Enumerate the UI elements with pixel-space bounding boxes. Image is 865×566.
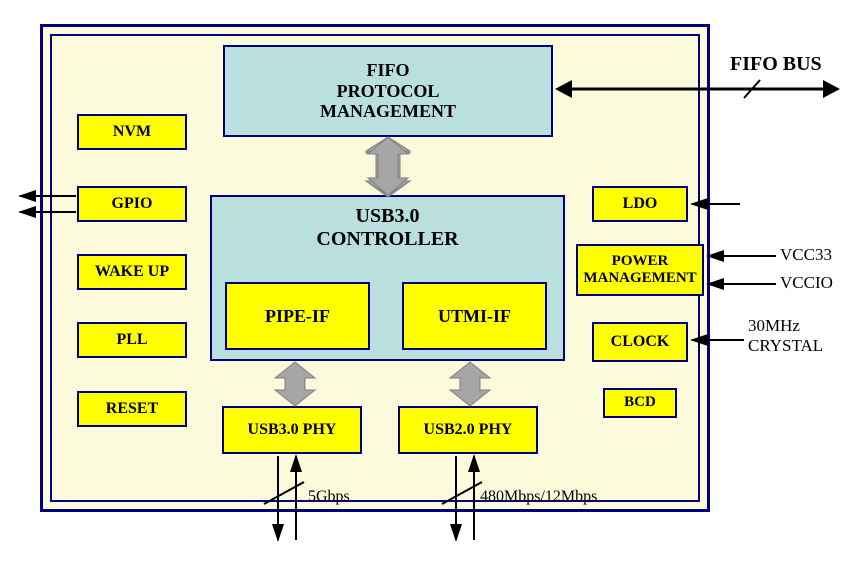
pll-block: PLL (77, 322, 187, 358)
reset-block: RESET (77, 391, 187, 427)
bcd-label: BCD (624, 394, 656, 411)
usb3-phy-block: USB3.0 PHY (222, 406, 362, 454)
pipe-if-label: PIPE-IF (265, 306, 330, 327)
gpio-block: GPIO (77, 186, 187, 222)
crystal-label: 30MHz CRYSTAL (748, 316, 823, 356)
fifo-mgmt-label: FIFO PROTOCOL MANAGEMENT (320, 60, 456, 122)
speed-5gbps-label: 5Gbps (308, 488, 350, 506)
ldo-label: LDO (623, 195, 658, 213)
nvm-label: NVM (113, 123, 151, 141)
wakeup-label: WAKE UP (95, 263, 169, 281)
wakeup-block: WAKE UP (77, 254, 187, 290)
pll-label: PLL (116, 331, 147, 349)
speed-480mbps-label: 480Mbps/12Mbps (480, 488, 597, 506)
usb3-controller-title: USB3.0 CONTROLLER (210, 205, 565, 251)
usb3-phy-label: USB3.0 PHY (248, 421, 337, 439)
utmi-if-block: UTMI-IF (402, 282, 547, 350)
pipe-if-block: PIPE-IF (225, 282, 370, 350)
pmgmt-label: POWER MANAGEMENT (583, 253, 696, 288)
vcc33-label: VCC33 (780, 245, 832, 265)
power-management-block: POWER MANAGEMENT (576, 244, 704, 296)
bcd-block: BCD (603, 388, 677, 418)
clock-block: CLOCK (592, 322, 688, 362)
clock-label: CLOCK (611, 333, 670, 351)
gpio-label: GPIO (112, 195, 153, 213)
diagram-canvas: FIFO PROTOCOL MANAGEMENT USB3.0 CONTROLL… (0, 0, 865, 566)
vccio-label: VCCIO (780, 273, 833, 293)
fifo-bus-label: FIFO BUS (730, 53, 822, 76)
reset-label: RESET (106, 400, 158, 418)
utmi-if-label: UTMI-IF (438, 306, 511, 327)
nvm-block: NVM (77, 114, 187, 150)
usb2-phy-label: USB2.0 PHY (424, 421, 513, 439)
fifo-protocol-management-block: FIFO PROTOCOL MANAGEMENT (223, 45, 553, 137)
ldo-block: LDO (592, 186, 688, 222)
usb2-phy-block: USB2.0 PHY (398, 406, 538, 454)
